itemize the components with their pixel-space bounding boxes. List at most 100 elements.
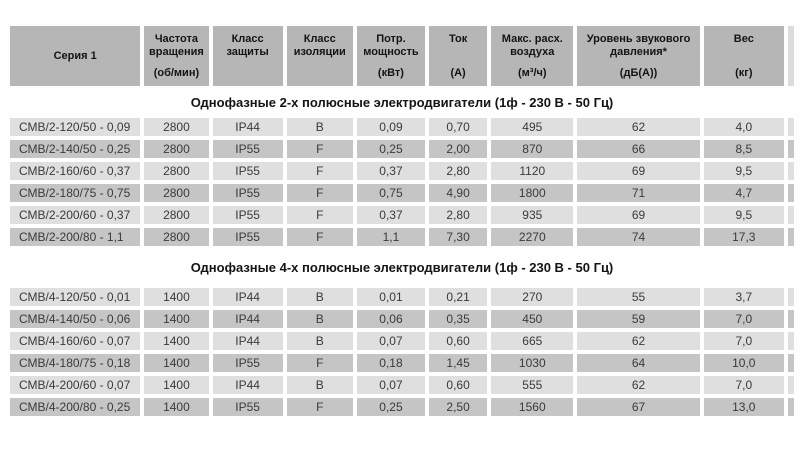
cell-sound-level: 67 (577, 398, 700, 416)
cropped-column-cell (787, 162, 794, 180)
cropped-column-cell (787, 398, 794, 416)
cell-power: 0,75 (356, 184, 426, 202)
column-header-sound-level: Уровень звукового давления* (дБ(А)) (577, 26, 700, 86)
cell-insulation-class: F (286, 162, 353, 180)
column-label: Ток (448, 33, 468, 45)
cell-power: 0,09 (356, 118, 426, 136)
column-header-protection-class: Класс защиты (212, 26, 283, 86)
cell-sound-level: 69 (577, 206, 700, 224)
cell-weight: 4,0 (703, 118, 784, 136)
table-row: СМВ/2-200/60 - 0,37 2800 IP55 F 0,37 2,80 935 6… (10, 206, 794, 224)
cell-current: 0,60 (429, 376, 488, 394)
cell-current: 0,35 (429, 310, 488, 328)
cropped-column-cell (787, 184, 794, 202)
cell-insulation-class: B (286, 332, 353, 350)
table-row: СМВ/2-140/50 - 0,25 2800 IP55 F 0,25 2,00 870 6… (10, 140, 794, 158)
cell-airflow: 270 (491, 288, 574, 306)
cell-speed: 1400 (144, 398, 209, 416)
cell-weight: 4,7 (703, 184, 784, 202)
cell-insulation-class: B (286, 288, 353, 306)
cell-weight: 17,3 (703, 228, 784, 246)
cell-model: СМВ/4-160/60 - 0,07 (10, 332, 141, 350)
cell-airflow: 870 (491, 140, 574, 158)
column-header-current: Ток (А) (429, 26, 488, 86)
cell-weight: 10,0 (703, 354, 784, 372)
cell-current: 0,60 (429, 332, 488, 350)
column-unit: (кг) (735, 67, 753, 79)
cell-protection-class: IP44 (212, 288, 283, 306)
column-header-insulation-class: Класс изоляции (286, 26, 353, 86)
section-title-row: Однофазные 4-х полюсные электродвигатели… (10, 250, 794, 284)
table-row: СМВ/4-180/75 - 0,18 1400 IP55 F 0,18 1,45 1030… (10, 354, 794, 372)
motor-spec-table: Серия 1 Частота вращения (об/мин) Класс з… (6, 22, 798, 420)
cell-power: 1,1 (356, 228, 426, 246)
cell-sound-level: 62 (577, 376, 700, 394)
cell-protection-class: IP55 (212, 398, 283, 416)
cell-weight: 8,5 (703, 140, 784, 158)
cell-airflow: 495 (491, 118, 574, 136)
cell-airflow: 555 (491, 376, 574, 394)
column-label: Класс изоляции (293, 33, 346, 58)
cell-sound-level: 69 (577, 162, 700, 180)
table-row: СМВ/2-120/50 - 0,09 2800 IP44 B 0,09 0,70 495 6… (10, 118, 794, 136)
cell-model: СМВ/2-200/60 - 0,37 (10, 206, 141, 224)
section-title-row: Однофазные 2-х полюсные электродвигатели… (10, 90, 794, 114)
cropped-column-cell (787, 332, 794, 350)
cell-model: СМВ/4-200/60 - 0,07 (10, 376, 141, 394)
cell-model: СМВ/2-120/50 - 0,09 (10, 118, 141, 136)
cell-protection-class: IP55 (212, 206, 283, 224)
cell-weight: 7,0 (703, 310, 784, 328)
cell-airflow: 1120 (491, 162, 574, 180)
section-title: Однофазные 4-х полюсные электродвигатели… (10, 250, 794, 284)
cell-model: СМВ/4-120/50 - 0,01 (10, 288, 141, 306)
cell-current: 2,50 (429, 398, 488, 416)
cell-airflow: 1560 (491, 398, 574, 416)
cell-current: 0,21 (429, 288, 488, 306)
cell-protection-class: IP55 (212, 228, 283, 246)
cell-protection-class: IP55 (212, 162, 283, 180)
cell-insulation-class: F (286, 398, 353, 416)
cell-sound-level: 74 (577, 228, 700, 246)
column-header-power: Потр. мощность (кВт) (356, 26, 426, 86)
cell-weight: 7,0 (703, 332, 784, 350)
cell-speed: 2800 (144, 228, 209, 246)
cropped-column-cell (787, 140, 794, 158)
cell-airflow: 935 (491, 206, 574, 224)
cell-insulation-class: F (286, 184, 353, 202)
cell-power: 0,25 (356, 140, 426, 158)
cell-sound-level: 71 (577, 184, 700, 202)
cell-protection-class: IP55 (212, 184, 283, 202)
spec-table-body: Однофазные 2-х полюсные электродвигатели… (10, 90, 794, 416)
cell-insulation-class: F (286, 228, 353, 246)
cell-model: СМВ/4-200/80 - 0,25 (10, 398, 141, 416)
cell-power: 0,37 (356, 162, 426, 180)
column-label: Вес (733, 33, 754, 45)
column-label: Потр. мощность (363, 33, 419, 58)
cell-sound-level: 64 (577, 354, 700, 372)
column-header-airflow: Макс. расх. воздуха (м³/ч) (491, 26, 574, 86)
table-row: СМВ/4-200/60 - 0,07 1400 IP44 B 0,07 0,60 555 6… (10, 376, 794, 394)
cell-insulation-class: B (286, 118, 353, 136)
table-row: СМВ/4-160/60 - 0,07 1400 IP44 B 0,07 0,60 665 6… (10, 332, 794, 350)
cell-current: 0,70 (429, 118, 488, 136)
cell-power: 0,07 (356, 376, 426, 394)
cell-speed: 1400 (144, 332, 209, 350)
cell-airflow: 2270 (491, 228, 574, 246)
cell-power: 0,37 (356, 206, 426, 224)
table-row: СМВ/2-180/75 - 0,75 2800 IP55 F 0,75 4,90 1800… (10, 184, 794, 202)
column-label: Класс защиты (226, 33, 269, 58)
cell-insulation-class: B (286, 310, 353, 328)
cell-model: СМВ/2-180/75 - 0,75 (10, 184, 141, 202)
cell-airflow: 665 (491, 332, 574, 350)
cell-power: 0,01 (356, 288, 426, 306)
column-header-speed: Частота вращения (об/мин) (144, 26, 209, 86)
cropped-column-header (787, 26, 794, 86)
cell-speed: 1400 (144, 354, 209, 372)
cell-sound-level: 62 (577, 118, 700, 136)
cell-speed: 1400 (144, 310, 209, 328)
column-unit: (м³/ч) (517, 67, 547, 79)
cell-speed: 1400 (144, 376, 209, 394)
cell-protection-class: IP55 (212, 354, 283, 372)
cell-power: 0,18 (356, 354, 426, 372)
